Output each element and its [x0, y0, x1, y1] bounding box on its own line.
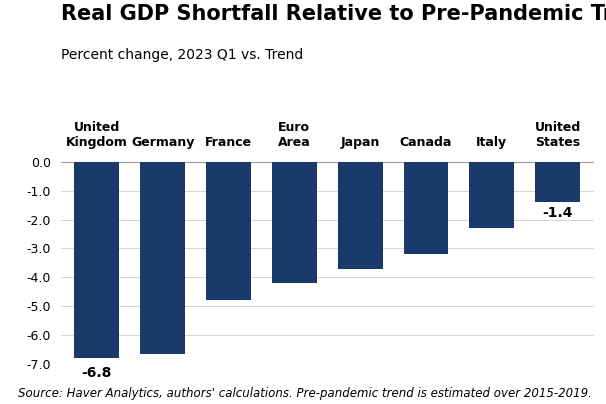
Bar — [206, 162, 251, 300]
Text: -1.4: -1.4 — [542, 206, 573, 220]
Bar — [272, 162, 317, 283]
Bar — [140, 162, 185, 354]
Text: Percent change, 2023 Q1 vs. Trend: Percent change, 2023 Q1 vs. Trend — [61, 48, 303, 63]
Text: -6.8: -6.8 — [82, 366, 112, 380]
Bar — [404, 162, 448, 254]
Bar — [535, 162, 580, 202]
Bar — [75, 162, 119, 358]
Bar — [470, 162, 514, 228]
Bar — [338, 162, 382, 269]
Text: Real GDP Shortfall Relative to Pre-Pandemic Trends: Real GDP Shortfall Relative to Pre-Pande… — [61, 4, 606, 24]
Text: Source: Haver Analytics, authors' calculations. Pre-pandemic trend is estimated : Source: Haver Analytics, authors' calcul… — [18, 387, 592, 400]
